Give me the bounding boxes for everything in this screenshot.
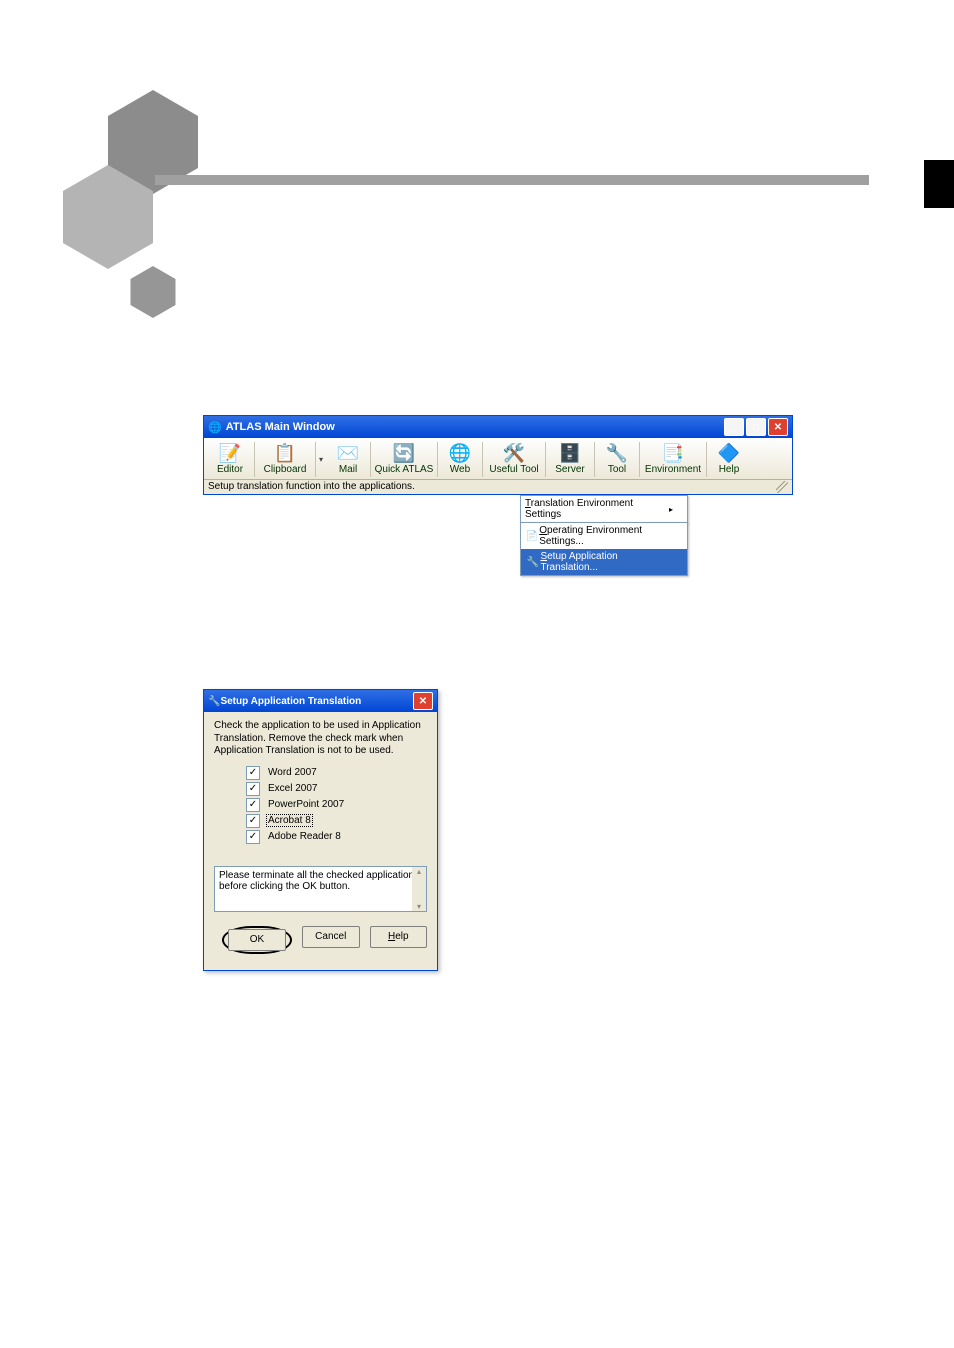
checkbox-acrobat[interactable]: ✓: [246, 814, 260, 828]
menu-item-setup-translation[interactable]: 🔧Setup Application Translation...: [521, 549, 687, 575]
setup-application-translation-dialog: 🔧 Setup Application Translation ✕ Check …: [203, 689, 438, 971]
status-bar: Setup translation function into the appl…: [204, 480, 792, 494]
toolbar-clipboard-dropdown[interactable]: ▾: [316, 442, 326, 477]
dialog-icon: 🔧: [208, 696, 220, 707]
toolbar-server-button[interactable]: 🗄️Server: [546, 442, 595, 477]
checkbox-label-excel: Excel 2007: [266, 782, 319, 795]
toolbar-help-button[interactable]: 🔷Help: [707, 442, 751, 477]
checkbox-label-powerpoint: PowerPoint 2007: [266, 798, 346, 811]
resize-grip[interactable]: [776, 481, 788, 493]
toolbar-label: Tool: [606, 464, 628, 477]
dialog-note-text: Please terminate all the checked applica…: [219, 870, 419, 892]
checkbox-row-excel: ✓ Excel 2007: [246, 782, 427, 796]
menu-item-translation-environment-settings[interactable]: TTranslation Environment Settingsranslat…: [521, 496, 687, 522]
toolbar-useful-tool-button[interactable]: 🛠️Useful Tool: [483, 442, 546, 477]
clipboard-icon: 📋: [274, 442, 296, 464]
page-header-decoration: [0, 0, 954, 350]
menu-level-1: TTranslation Environment Settingsranslat…: [520, 495, 688, 523]
operating-settings-icon: 📄: [525, 531, 539, 542]
toolbar-label: Web: [448, 464, 472, 477]
useful-tool-icon: 🛠️: [503, 442, 525, 464]
scroll-up-icon: ▴: [417, 867, 421, 876]
toolbar-label: Environment: [643, 464, 703, 477]
atlas-main-window: 🌐 ATLAS Main Window _ □ ✕ 📝Editor📋Clipbo…: [203, 415, 793, 495]
toolbar-label: Useful Tool: [487, 464, 540, 477]
toolbar-label: Help: [717, 464, 742, 477]
header-rule: [155, 175, 869, 185]
menu-level-2: 📄Operating Environment Settings...🔧Setup…: [520, 522, 688, 576]
toolbar-web-button[interactable]: 🌐Web: [438, 442, 483, 477]
dialog-titlebar[interactable]: 🔧 Setup Application Translation ✕: [204, 690, 437, 712]
toolbar-label: Server: [553, 464, 586, 477]
setup-translation-icon: 🔧: [525, 557, 540, 568]
submenu-arrow-icon: ▸: [669, 505, 673, 514]
checkbox-row-word: ✓ Word 2007: [246, 766, 427, 780]
menu-item-label: Operating Environment Settings...: [539, 525, 673, 547]
dialog-instructions: Check the application to be used in Appl…: [214, 720, 427, 758]
dialog-title: Setup Application Translation: [220, 696, 413, 707]
toolbar-editor-button[interactable]: 📝Editor: [206, 442, 255, 477]
toolbar-clipboard-button[interactable]: 📋Clipboard: [255, 442, 316, 477]
toolbar-environment-button[interactable]: 📑Environment: [640, 442, 707, 477]
checkbox-label-acrobat: Acrobat 8: [266, 814, 313, 827]
page-edge-tab: [924, 160, 954, 208]
dialog-close-button[interactable]: ✕: [413, 692, 433, 710]
scroll-down-icon: ▾: [417, 902, 421, 911]
status-text: Setup translation function into the appl…: [208, 481, 772, 493]
main-toolbar: 📝Editor📋Clipboard▾✉️Mail🔄Quick ATLAS🌐Web…: [204, 438, 792, 480]
checkbox-adobereader[interactable]: ✓: [246, 830, 260, 844]
quickatlas-icon: 🔄: [393, 442, 415, 464]
dialog-note-box: Please terminate all the checked applica…: [214, 866, 427, 912]
toolbar-label: Quick ATLAS: [373, 464, 436, 477]
menu-item-operating-settings[interactable]: 📄Operating Environment Settings...: [521, 523, 687, 549]
toolbar-label: Clipboard: [262, 464, 309, 477]
toolbar-quickatlas-button[interactable]: 🔄Quick ATLAS: [371, 442, 438, 477]
help-icon: 🔷: [718, 442, 740, 464]
cancel-button[interactable]: Cancel: [302, 926, 360, 948]
mail-icon: ✉️: [337, 442, 359, 464]
ok-button[interactable]: OK: [228, 929, 286, 951]
environment-menu: TTranslation Environment Settingsranslat…: [520, 495, 688, 576]
application-checkbox-list: ✓ Word 2007 ✓ Excel 2007 ✓ PowerPoint 2007 ✓ Ac…: [214, 766, 427, 844]
editor-icon: 📝: [219, 442, 241, 464]
checkbox-row-adobereader: ✓ Adobe Reader 8: [246, 830, 427, 844]
main-window-titlebar[interactable]: 🌐 ATLAS Main Window _ □ ✕: [204, 416, 792, 438]
dialog-body: Check the application to be used in Appl…: [204, 712, 437, 970]
tool-icon: 🔧: [606, 442, 628, 464]
toolbar-mail-button[interactable]: ✉️Mail: [326, 442, 371, 477]
environment-icon: 📑: [662, 442, 684, 464]
checkbox-powerpoint[interactable]: ✓: [246, 798, 260, 812]
checkbox-row-powerpoint: ✓ PowerPoint 2007: [246, 798, 427, 812]
server-icon: 🗄️: [559, 442, 581, 464]
help-button[interactable]: Help: [370, 926, 428, 948]
checkbox-row-acrobat: ✓ Acrobat 8: [246, 814, 427, 828]
checkbox-word[interactable]: ✓: [246, 766, 260, 780]
note-scrollbar[interactable]: ▴ ▾: [412, 867, 426, 911]
toolbar-label: Editor: [215, 464, 245, 477]
main-window-title: ATLAS Main Window: [226, 421, 724, 433]
close-button[interactable]: ✕: [768, 418, 788, 436]
minimize-button[interactable]: _: [724, 418, 744, 436]
hexagon-shape: [131, 266, 176, 318]
toolbar-label: Mail: [337, 464, 359, 477]
dialog-button-row: OK Cancel Help: [222, 926, 427, 954]
checkbox-label-word: Word 2007: [266, 766, 319, 779]
ok-highlight: OK: [222, 926, 292, 954]
maximize-button[interactable]: □: [746, 418, 766, 436]
checkbox-label-adobereader: Adobe Reader 8: [266, 830, 343, 843]
web-icon: 🌐: [449, 442, 471, 464]
menu-item-label: Setup Application Translation...: [540, 551, 673, 573]
app-icon: 🌐: [208, 421, 222, 434]
checkbox-excel[interactable]: ✓: [246, 782, 260, 796]
toolbar-tool-button[interactable]: 🔧Tool: [595, 442, 640, 477]
